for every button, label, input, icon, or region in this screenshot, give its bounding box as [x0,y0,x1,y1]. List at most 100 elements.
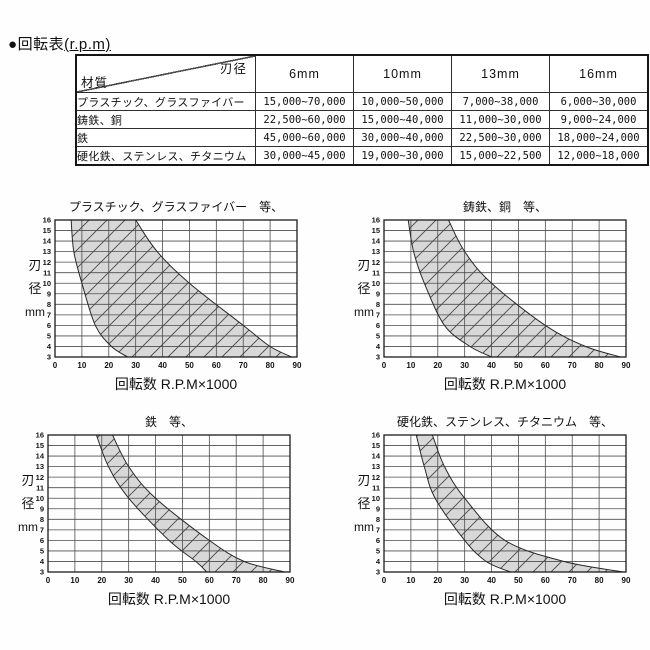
hatch-line [568,220,621,357]
rpm-range-cell: 11,000~30,000 [451,110,550,129]
x-tick-label: 10 [70,576,79,585]
hatch-line [416,435,419,572]
y-axis-label-char: mm [25,305,45,319]
y-tick-label: 8 [47,300,51,309]
hatch-line [604,220,621,357]
hatch-line [268,435,285,572]
x-tick-label: 30 [131,361,140,370]
hatch-line [214,435,285,572]
y-axis-label-char: 径 [28,281,41,296]
y-tick-label: 10 [43,279,51,288]
x-axis-label: 回転数 R.P.M×1000 [444,591,567,607]
table-header-row: 刃径 材質 6mm 10mm 13mm 16mm [75,54,649,93]
y-axis-label: 刃径 mm [25,258,45,319]
x-tick-label: 60 [212,361,221,370]
y-axis-label-char: 刃 [28,258,41,273]
y-tick-label: 16 [43,216,51,225]
rpm-range-cell: 12,000~18,000 [549,146,649,166]
hatch-line [178,435,285,572]
y-tick-label: 14 [36,452,45,461]
hatch-line [532,435,624,572]
rpm-table-body: プラスチック、グラスファイバー 15,000~70,000 10,000~50,00… [75,92,649,166]
hatch-line [586,220,621,357]
y-tick-label: 3 [376,568,380,577]
y-axis-label: 刃径 mm [354,258,374,319]
hatch-line [496,435,624,572]
y-axis-label-char: mm [354,305,374,319]
chart-hardened-stainless-titanium: 硬化鉄、ステンレス、チタニウム 等、 3 4 5 6 7 8 9 10 11 12 13 14 15 16 0… [344,407,650,612]
x-tick-label: 80 [259,576,268,585]
y-tick-label: 5 [40,547,44,556]
x-tick-label: 20 [97,576,106,585]
y-tick-label: 15 [43,226,51,235]
x-tick-label: 80 [595,361,604,370]
x-tick-label: 70 [239,361,248,370]
hatch-line [622,435,624,572]
y-tick-label: 8 [376,515,380,524]
y-tick-label: 15 [372,441,380,450]
y-tick-label: 8 [376,300,380,309]
corner-cell: 刃径 材質 [75,54,256,93]
hatch-line [514,435,624,572]
x-tick-label: 60 [541,361,550,370]
y-tick-label: 7 [47,310,51,319]
y-tick-label: 6 [376,536,380,545]
x-tick-label: 70 [568,361,577,370]
x-tick-label: 10 [77,361,86,370]
rpm-table-head: 刃径 材質 6mm 10mm 13mm 16mm [75,54,649,93]
rpm-range-cell: 10,000~50,000 [353,92,452,111]
y-tick-label: 7 [376,525,380,534]
y-tick-label: 3 [40,568,44,577]
hatch-line [96,435,137,572]
y-tick-label: 6 [40,536,44,545]
column-header: 10mm [353,54,452,93]
y-axis-label-char: 刃 [357,258,370,273]
hatch-line [568,435,624,572]
chart-svg: プラスチック、グラスファイバー 等、3456789101112131415160… [25,200,302,392]
table-row: プラスチック、グラスファイバー 15,000~70,000 10,000~50,00… [75,92,649,111]
rpm-range-cell: 15,000~40,000 [353,110,452,129]
x-tick-label: 30 [460,576,469,585]
hatch-line [478,435,617,572]
y-tick-label: 13 [372,247,380,256]
x-tick-label: 70 [568,576,577,585]
hatch-line [408,220,455,357]
x-tick-label: 50 [514,361,523,370]
y-tick-label: 11 [372,268,380,277]
x-axis-label: 回転数 R.P.M×1000 [444,376,567,392]
x-tick-label: 20 [104,361,113,370]
y-tick-label: 9 [376,289,380,298]
rpm-range-cell: 18,000~24,000 [549,128,649,147]
y-tick-label: 7 [376,310,380,319]
y-tick-label: 9 [376,504,380,513]
rpm-range-cell: 45,000~60,000 [255,128,354,147]
x-tick-label: 40 [158,361,167,370]
hatch-line [287,435,330,572]
y-tick-label: 4 [47,342,52,351]
bullet-icon: ● [8,36,18,53]
chart-title: 硬化鉄、ステンレス、チタニウム 等、 [397,414,613,429]
x-tick-label: 0 [53,361,58,370]
hatch-line [416,435,455,572]
y-tick-label: 16 [372,216,380,225]
y-tick-label: 10 [372,279,380,288]
y-tick-label: 5 [47,332,51,341]
hatch-line [496,220,621,357]
corner-label-material: 材質 [81,76,109,90]
x-tick-label: 40 [487,361,496,370]
y-tick-label: 3 [376,353,380,362]
y-tick-label: 8 [40,515,44,524]
x-tick-label: 0 [382,361,387,370]
rpm-range-cell: 7,000~38,000 [451,92,550,111]
band-region [416,435,624,572]
y-tick-label: 4 [376,557,381,566]
y-tick-label: 16 [36,431,44,440]
x-axis-label: 回転数 R.P.M×1000 [108,591,231,607]
material-cell: 鉄 [75,128,256,147]
x-tick-label: 20 [433,576,442,585]
rpm-range-cell: 9,000~24,000 [549,110,649,129]
y-axis-label: 刃径 mm [18,473,38,534]
x-tick-label: 30 [124,576,133,585]
rpm-table: 刃径 材質 6mm 10mm 13mm 16mm プラスチック、グラスファイバー 15,00… [75,54,649,166]
plot-border [54,219,298,358]
